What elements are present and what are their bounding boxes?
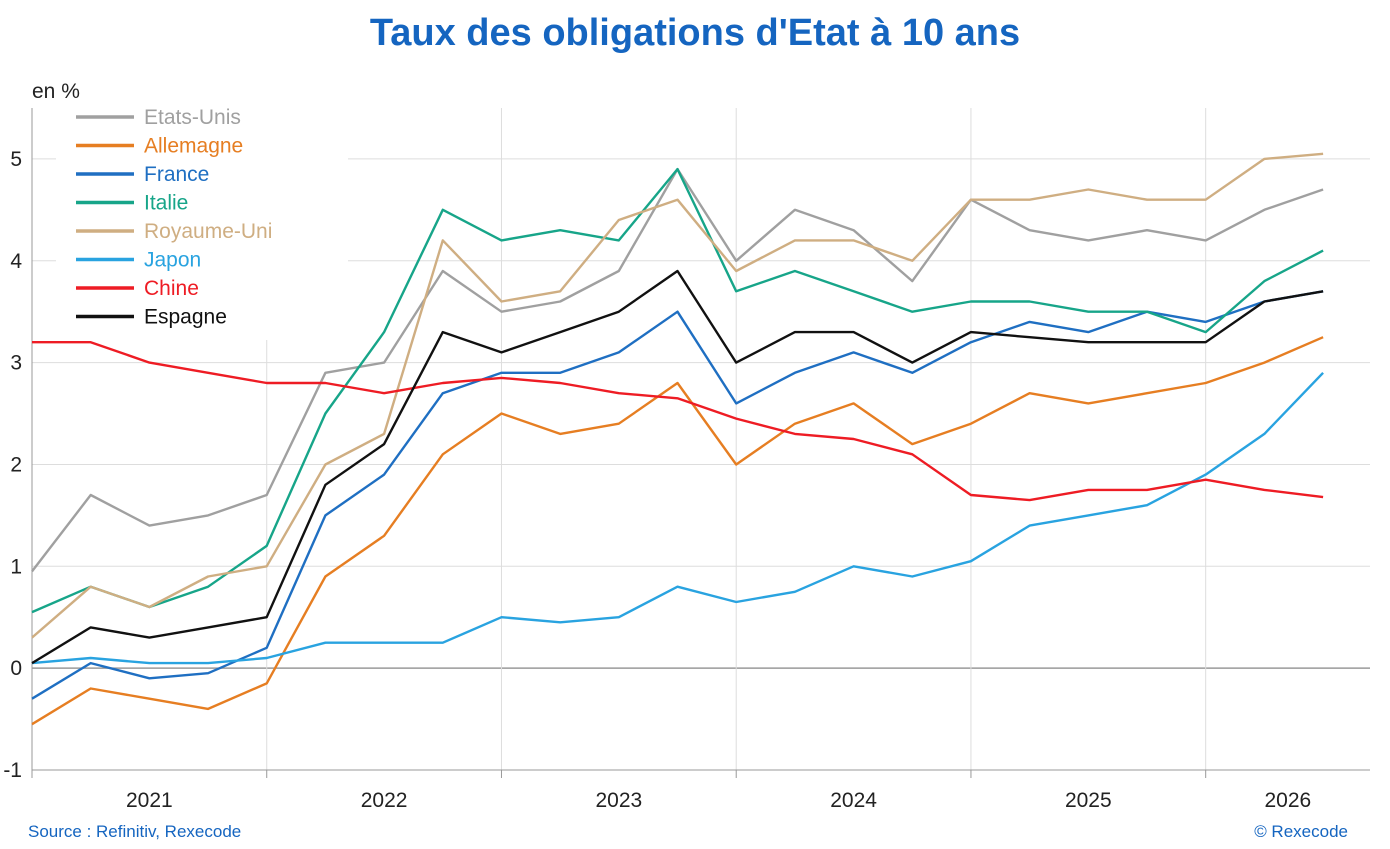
y-tick-label: 1 bbox=[10, 555, 22, 578]
x-tick-label: 2025 bbox=[1065, 789, 1112, 812]
legend-label: Espagne bbox=[144, 306, 227, 329]
legend-label: France bbox=[144, 163, 209, 186]
y-tick-label: 3 bbox=[10, 352, 22, 375]
legend-label: Etats-Unis bbox=[144, 106, 241, 129]
y-tick-label: 2 bbox=[10, 453, 22, 476]
legend-label: Allemagne bbox=[144, 135, 243, 158]
x-tick-label: 2022 bbox=[361, 789, 408, 812]
series-line-italie bbox=[31, 167, 1324, 614]
legend-label: Italie bbox=[144, 192, 188, 215]
series-line-royaume-uni bbox=[31, 152, 1324, 639]
series-line-japon bbox=[31, 371, 1324, 665]
y-tick-label: 4 bbox=[10, 250, 22, 273]
x-tick-label: 2026 bbox=[1264, 789, 1311, 812]
y-tick-label: -1 bbox=[3, 759, 22, 782]
legend-label: Japon bbox=[144, 249, 201, 272]
source-note: Source : Refinitiv, Rexecode bbox=[28, 822, 242, 841]
series-line-chine bbox=[32, 341, 1324, 502]
chart-title: Taux des obligations d'Etat à 10 ans bbox=[369, 12, 1021, 54]
legend-label: Royaume-Uni bbox=[144, 220, 272, 243]
legend-label: Chine bbox=[144, 277, 199, 300]
copyright-note: © Rexecode bbox=[1254, 822, 1348, 841]
y-tick-label: 0 bbox=[10, 657, 22, 680]
x-tick-label: 2021 bbox=[126, 789, 173, 812]
series-line-france bbox=[31, 290, 1324, 700]
series-line-espagne bbox=[31, 269, 1324, 665]
y-tick-label: 5 bbox=[10, 148, 22, 171]
x-tick-label: 2024 bbox=[830, 789, 877, 812]
series-line-allemagne bbox=[31, 336, 1324, 726]
x-tick-label: 2023 bbox=[595, 789, 642, 812]
y-axis-label: en % bbox=[32, 80, 80, 103]
